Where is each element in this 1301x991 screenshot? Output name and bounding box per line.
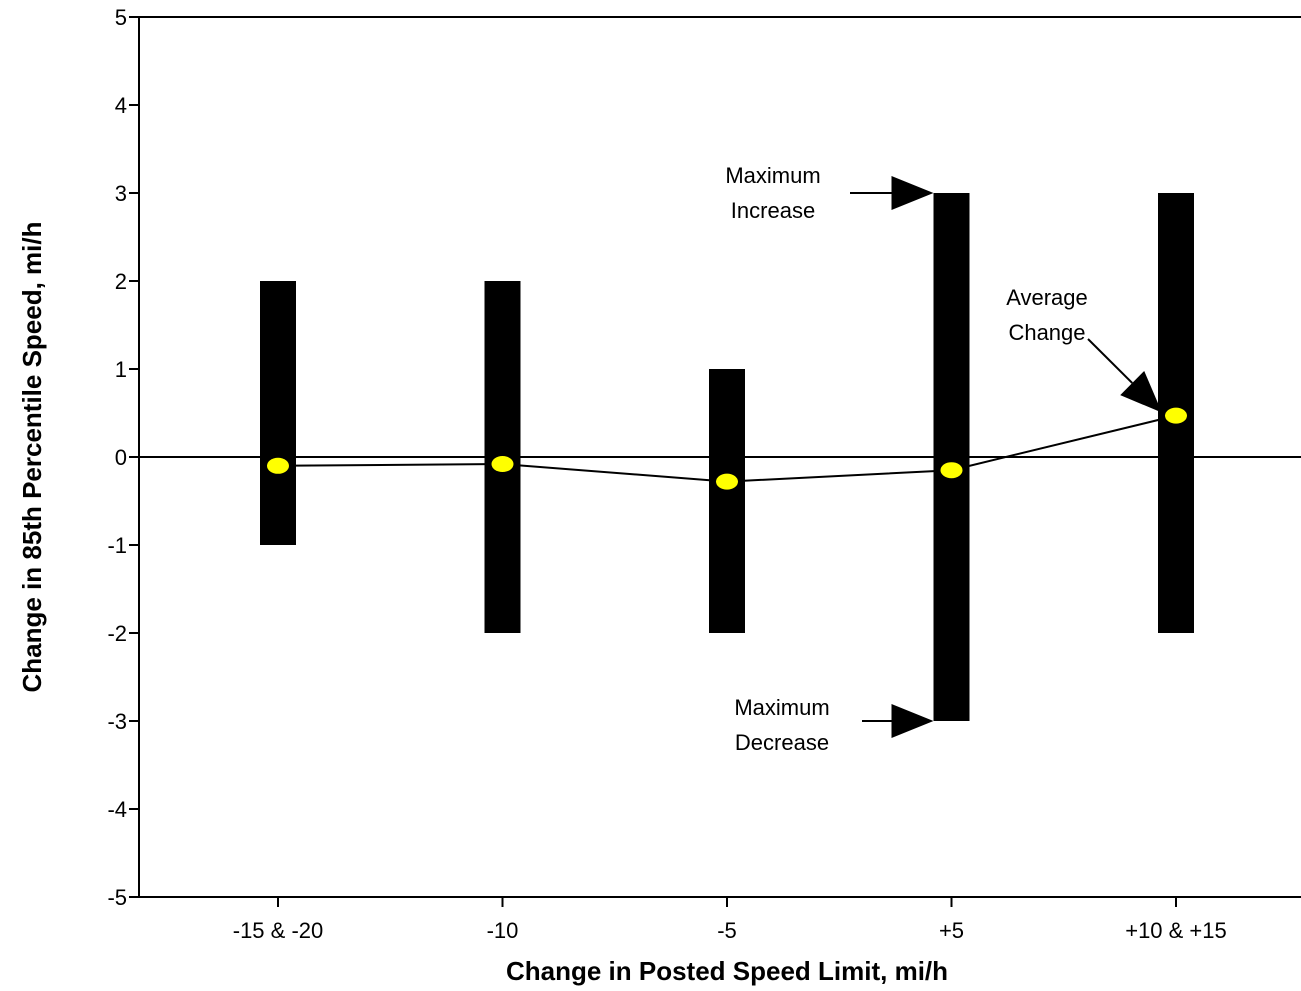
- max-increase-arrow-head: [891, 176, 934, 210]
- average-change-arrow-shaft: [1087, 338, 1133, 384]
- y-tick-label: -2: [107, 621, 127, 646]
- y-tick-label: -4: [107, 797, 127, 822]
- y-axis-ticks: -5 -4 -3 -2 -1 0 1 2 3 4 5: [107, 5, 139, 910]
- x-axis-title: Change in Posted Speed Limit, mi/h: [506, 956, 948, 986]
- y-tick-label: 0: [115, 445, 127, 470]
- y-tick-label: 4: [115, 93, 127, 118]
- y-tick-label: -3: [107, 709, 127, 734]
- x-tick-label: +10 & +15: [1125, 918, 1227, 943]
- average-change-point: [716, 473, 738, 490]
- max-decrease-label: Decrease: [735, 730, 829, 755]
- y-tick-label: -5: [107, 885, 127, 910]
- x-tick-label: +5: [939, 918, 964, 943]
- max-increase-label: Increase: [731, 198, 815, 223]
- x-tick-label: -15 & -20: [233, 918, 324, 943]
- x-axis-ticks: -15 & -20 -10 -5 +5 +10 & +15: [233, 897, 1227, 943]
- y-axis-title: Change in 85th Percentile Speed, mi/h: [17, 221, 47, 692]
- max-increase-label: Maximum: [725, 163, 820, 188]
- average-change-series: [267, 407, 1187, 490]
- average-change-point: [491, 456, 514, 473]
- x-tick-label: -5: [717, 918, 737, 943]
- average-change-label: Average: [1006, 285, 1088, 310]
- average-change-point: [940, 462, 963, 479]
- x-tick-label: -10: [487, 918, 519, 943]
- average-change-label: Change: [1008, 320, 1085, 345]
- average-change-arrow-head: [1120, 370, 1162, 413]
- y-tick-label: 1: [115, 357, 127, 382]
- y-tick-label: 5: [115, 5, 127, 30]
- range-bar: [260, 281, 296, 545]
- average-change-point: [267, 457, 289, 474]
- range-bar: [709, 369, 745, 633]
- y-tick-label: 3: [115, 181, 127, 206]
- y-tick-label: 2: [115, 269, 127, 294]
- average-change-point: [1165, 407, 1187, 424]
- max-decrease-arrow-head: [891, 704, 934, 738]
- y-tick-label: -1: [107, 533, 127, 558]
- range-bar: [933, 193, 970, 721]
- max-decrease-label: Maximum: [734, 695, 829, 720]
- annotations: Maximum Increase Maximum Decrease Average Cha…: [725, 163, 1162, 755]
